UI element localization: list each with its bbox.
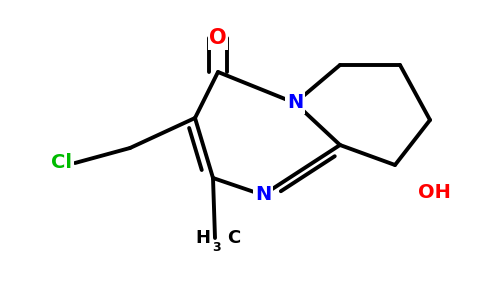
Text: 3: 3	[212, 241, 221, 254]
Text: H: H	[195, 229, 210, 247]
Text: N: N	[287, 94, 303, 112]
Text: C: C	[227, 229, 241, 247]
Text: Cl: Cl	[51, 154, 73, 172]
Text: O: O	[209, 28, 227, 48]
Text: OH: OH	[418, 184, 451, 202]
Text: N: N	[255, 185, 271, 205]
